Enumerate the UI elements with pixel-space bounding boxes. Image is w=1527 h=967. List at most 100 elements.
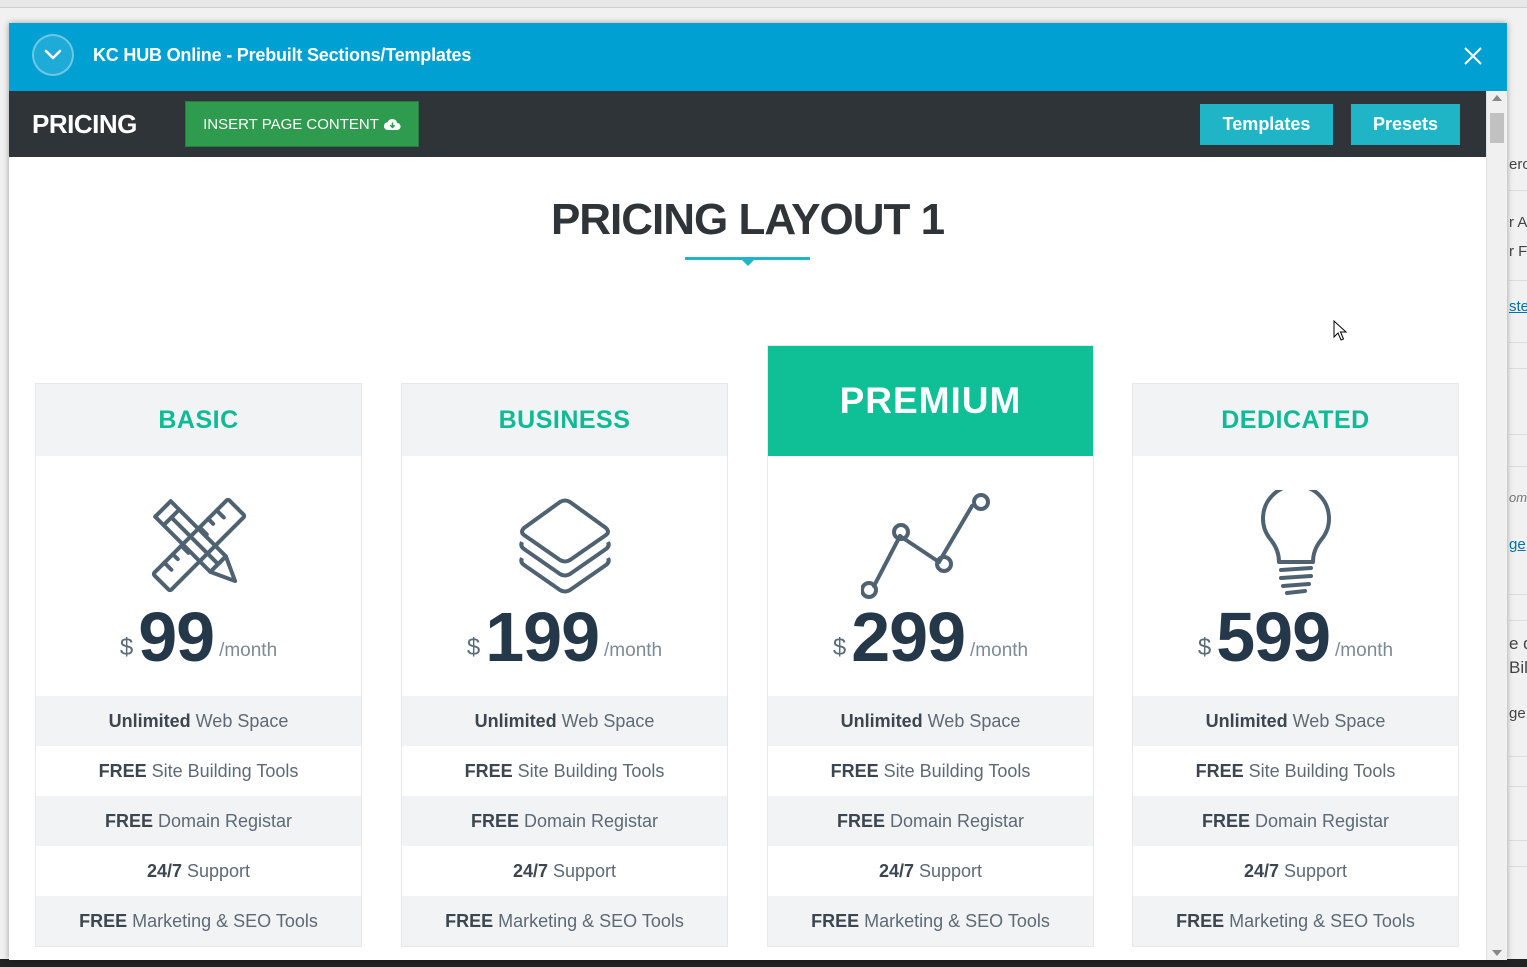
background-divider (1509, 280, 1527, 281)
insert-button-label: INSERT PAGE CONTENT (203, 115, 379, 133)
price-amount: 99 (138, 598, 215, 676)
feature-item: Unlimited Web Space (1133, 696, 1458, 746)
background-text-fragment: ge (1509, 705, 1526, 722)
feature-text: Web Space (195, 710, 289, 731)
feature-highlight: 24/7 (146, 860, 182, 881)
price-period: /month (970, 640, 1029, 661)
feature-item: 24/7 Support (402, 846, 727, 896)
plan-icon-wrap (36, 456, 361, 606)
cloud-download-icon (383, 118, 401, 130)
background-divider (1509, 756, 1527, 757)
feature-item: Unlimited Web Space (36, 696, 361, 746)
chevron-down-icon (44, 49, 62, 60)
feature-item: FREE Domain Registar (36, 796, 361, 846)
background-divider (1509, 786, 1527, 787)
feature-item: 24/7 Support (1133, 846, 1458, 896)
feature-text: Marketing & SEO Tools (864, 910, 1050, 931)
plan-price: $ 299 /month (768, 598, 1093, 696)
feature-highlight: Unlimited (840, 710, 923, 731)
plan-name: DEDICATED (1133, 384, 1458, 456)
feature-highlight: Unlimited (474, 710, 557, 731)
pricing-plan-basic: BASIC (35, 383, 362, 947)
background-text-fragment: Bil (1509, 658, 1527, 677)
background-divider (1509, 620, 1527, 621)
section-name: PRICING (32, 109, 137, 139)
background-divider (1509, 434, 1527, 435)
background-text-fragment: e d (1509, 634, 1527, 653)
feature-text: Domain Registar (157, 810, 293, 831)
scroll-down-arrow-icon[interactable] (1492, 950, 1502, 956)
feature-highlight: FREE (811, 910, 860, 931)
feature-text: Site Building Tools (1248, 760, 1396, 781)
feature-highlight: FREE (1176, 910, 1225, 931)
background-divider (1509, 368, 1527, 369)
pencil-ruler-icon (151, 497, 246, 593)
feature-text: Marketing & SEO Tools (1229, 910, 1415, 931)
modal-header: KC HUB Online - Prebuilt Sections/Templa… (9, 23, 1507, 91)
feature-text: Site Building Tools (883, 760, 1031, 781)
background-divider (1509, 190, 1527, 191)
price-period: /month (1335, 640, 1394, 661)
plan-icon-wrap (768, 456, 1093, 606)
feature-list: Unlimited Web Space FREE Site Building Too… (1133, 696, 1458, 946)
scroll-up-arrow-icon[interactable] (1492, 95, 1502, 101)
feature-text: Web Space (561, 710, 655, 731)
browser-top-edge (0, 0, 1527, 8)
feature-text: Marketing & SEO Tools (132, 910, 318, 931)
line-graph-icon (860, 493, 990, 599)
feature-highlight: FREE (1201, 810, 1250, 831)
background-divider (1509, 840, 1527, 841)
feature-item: FREE Marketing & SEO Tools (402, 896, 727, 946)
template-preview: PRICING LAYOUT 1 BASIC (9, 157, 1486, 960)
close-button[interactable] (1460, 43, 1486, 69)
price-amount: 199 (485, 598, 600, 676)
feature-text: Site Building Tools (517, 760, 665, 781)
feature-text: Marketing & SEO Tools (498, 910, 684, 931)
feature-highlight: FREE (836, 810, 885, 831)
feature-highlight: FREE (445, 910, 494, 931)
title-underline-caret (741, 259, 755, 266)
feature-text: Support (919, 860, 983, 881)
price-period: /month (219, 640, 278, 661)
price-currency: $ (832, 634, 847, 661)
collapse-button[interactable] (32, 34, 74, 76)
feature-highlight: 24/7 (878, 860, 914, 881)
feature-item: Unlimited Web Space (402, 696, 727, 746)
feature-highlight: FREE (470, 810, 519, 831)
feature-item: FREE Site Building Tools (36, 746, 361, 796)
feature-item: FREE Site Building Tools (1133, 746, 1458, 796)
feature-text: Domain Registar (523, 810, 659, 831)
feature-text: Domain Registar (1254, 810, 1390, 831)
price-amount: 299 (851, 598, 966, 676)
background-divider (1509, 594, 1527, 595)
scroll-thumb[interactable] (1490, 113, 1504, 143)
pricing-plan-business: BUSINESS $ 199 /month Unlimited Web Space… (401, 383, 728, 947)
pricing-plan-premium: PREMIUM $ 299 /month Unlimited Web Spac (767, 345, 1094, 947)
price-period: /month (604, 640, 663, 661)
price-currency: $ (466, 634, 481, 661)
feature-item: FREE Marketing & SEO Tools (768, 896, 1093, 946)
insert-page-content-button[interactable]: INSERT PAGE CONTENT (185, 101, 419, 147)
price-currency: $ (119, 634, 134, 661)
feature-item: FREE Domain Registar (1133, 796, 1458, 846)
plan-price: $ 99 /month (36, 598, 361, 696)
background-link-fragment[interactable]: ste (1509, 298, 1527, 315)
templates-button[interactable]: Templates (1200, 104, 1333, 145)
close-icon (1464, 47, 1482, 65)
background-text-fragment: erc (1509, 156, 1527, 173)
lightbulb-icon (1260, 490, 1331, 595)
modal-scrollbar[interactable] (1486, 91, 1507, 960)
presets-button[interactable]: Presets (1351, 104, 1460, 145)
background-text-fragment: r A (1509, 214, 1527, 231)
price-amount: 599 (1216, 598, 1331, 676)
feature-text: Site Building Tools (151, 760, 299, 781)
feature-item: 24/7 Support (768, 846, 1093, 896)
section-toolbar: PRICING INSERT PAGE CONTENT Templates Pr… (9, 91, 1486, 157)
background-link-fragment[interactable]: ge (1509, 536, 1526, 553)
feature-item: FREE Domain Registar (402, 796, 727, 846)
plan-price: $ 599 /month (1133, 598, 1458, 696)
title-underline (685, 257, 810, 260)
pricing-plan-dedicated: DEDICATED $ 599 /month Unlimited Web Spac… (1132, 383, 1459, 947)
feature-highlight: Unlimited (1205, 710, 1288, 731)
feature-text: Domain Registar (889, 810, 1025, 831)
